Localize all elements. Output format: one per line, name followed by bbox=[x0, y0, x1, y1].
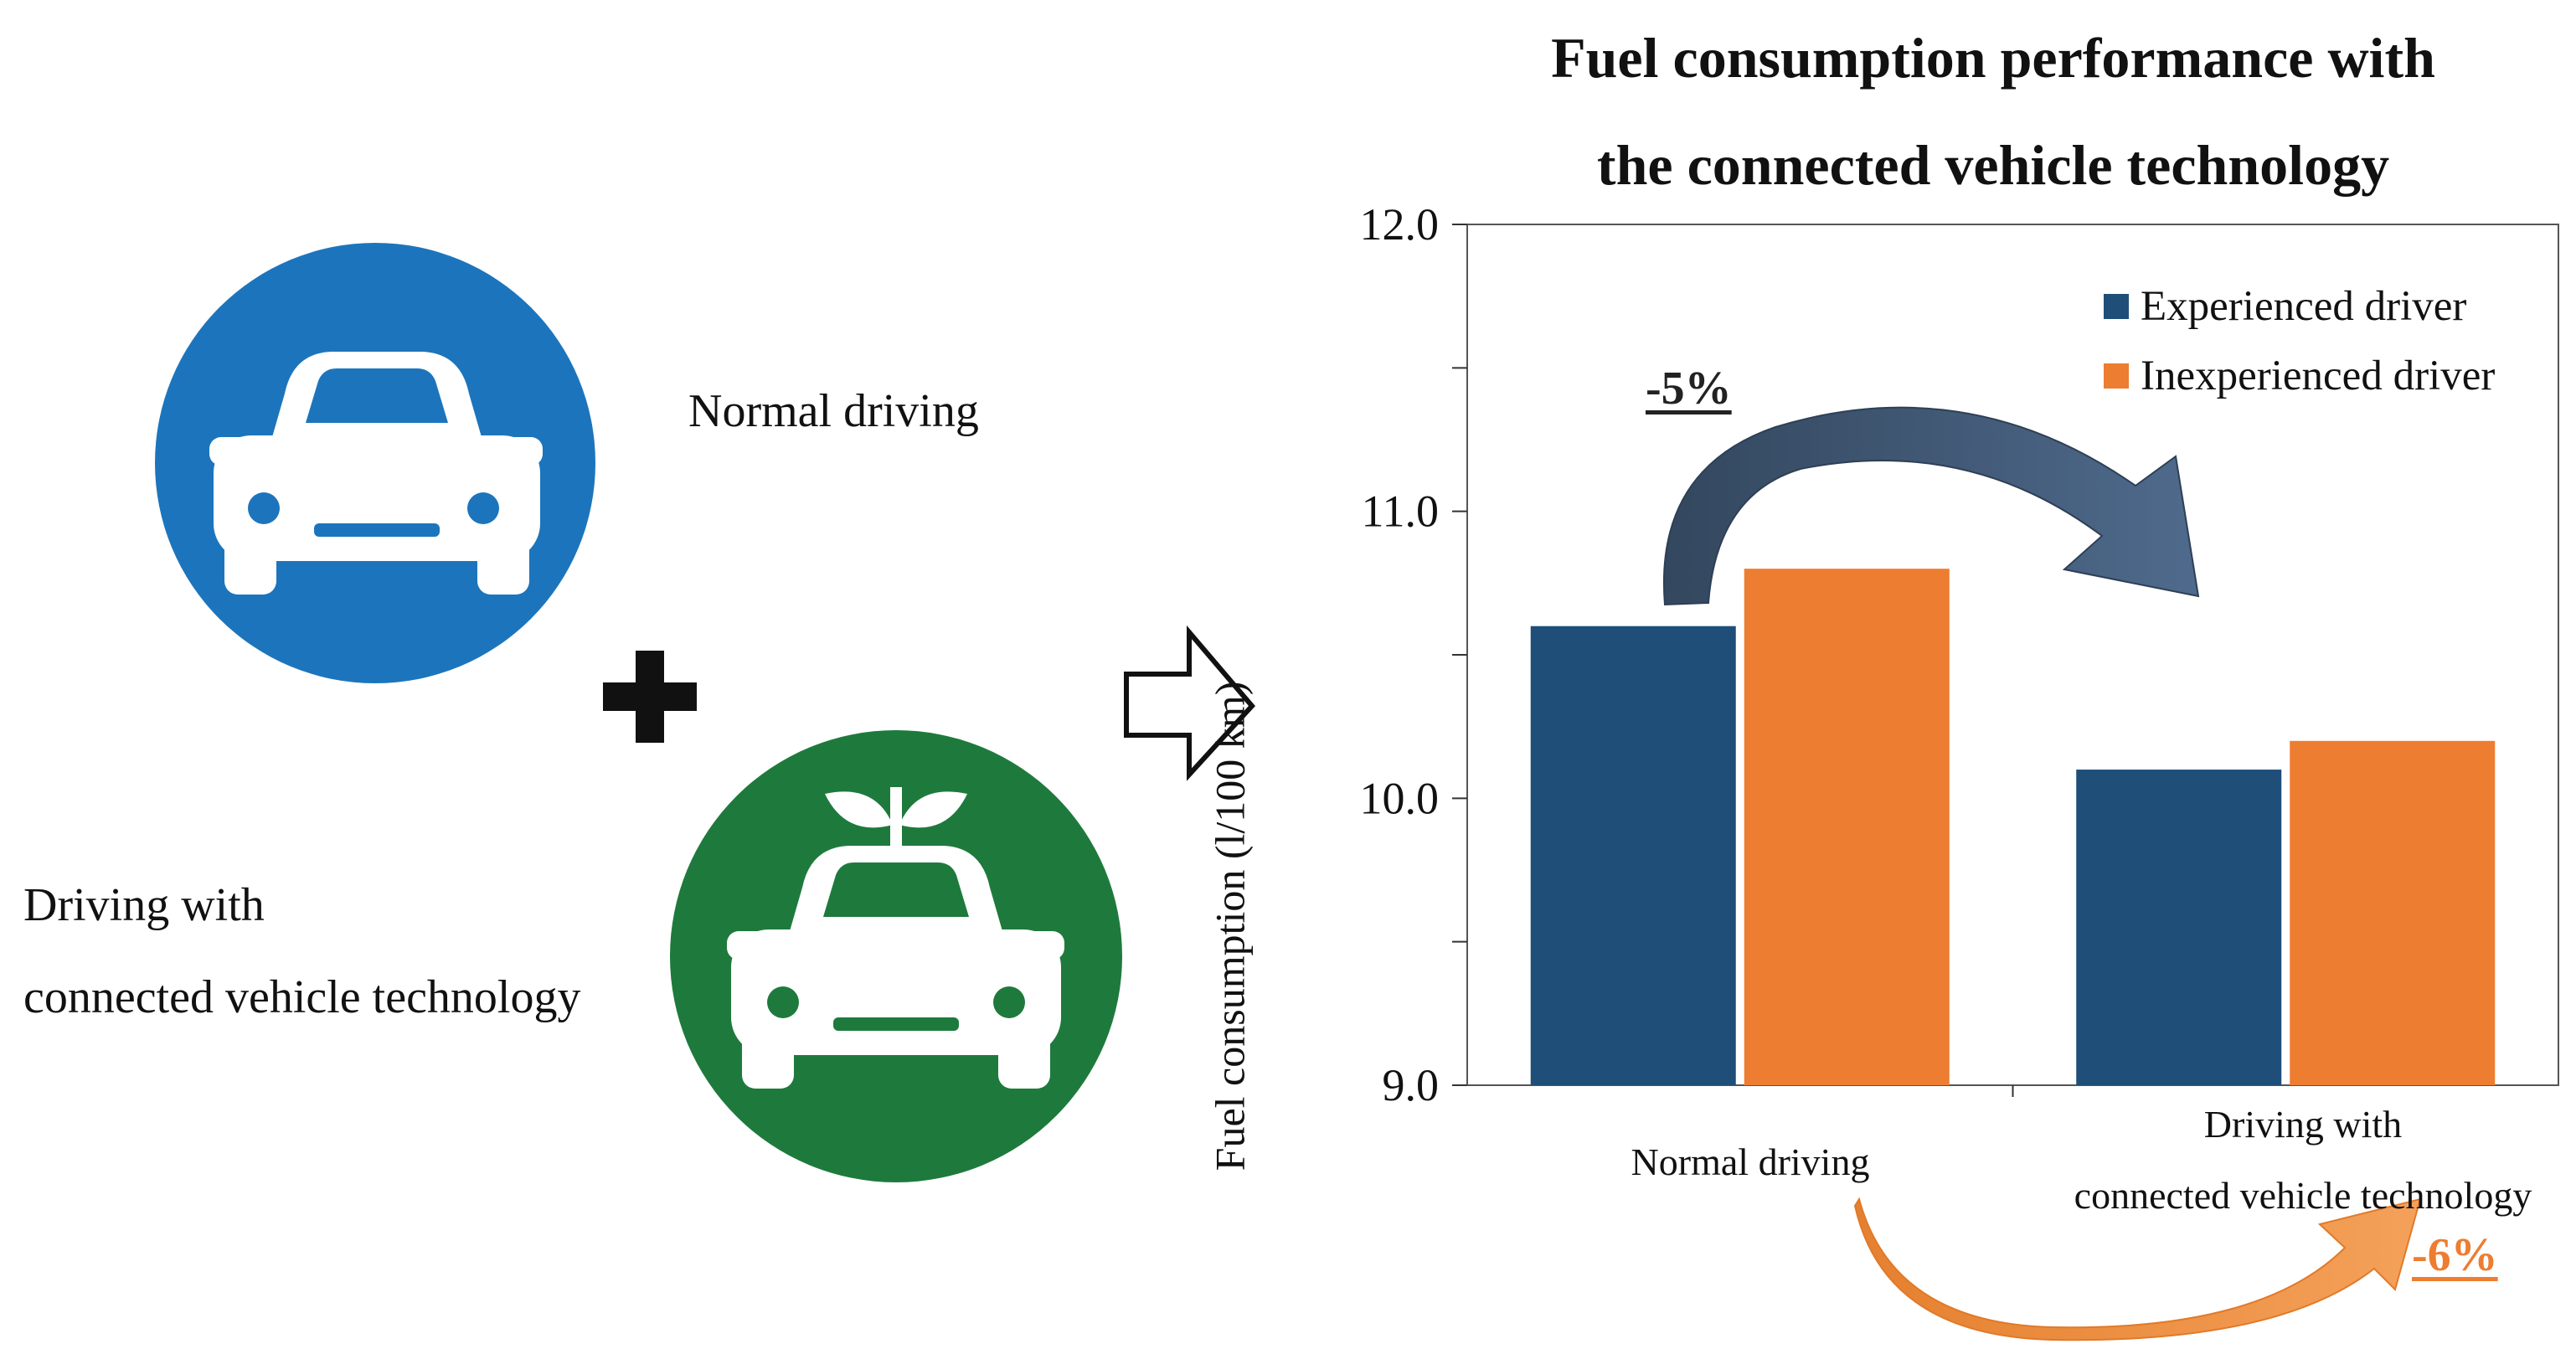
y-tick-label: 11.0 bbox=[1362, 487, 1440, 537]
legend-entry-inexperienced: Inexperienced driver bbox=[2104, 352, 2495, 400]
chart-title-line1: Fuel consumption performance with bbox=[1551, 26, 2435, 90]
normal-car-icon bbox=[155, 243, 595, 683]
bar-experienced-0 bbox=[1530, 626, 1736, 1085]
annotation-minus-5: -5% bbox=[1646, 363, 1732, 414]
legend-label-inexperienced: Inexperienced driver bbox=[2141, 353, 2496, 399]
connected-caption-line1: Driving with bbox=[23, 879, 265, 931]
legend-label-experienced: Experienced driver bbox=[2141, 283, 2467, 330]
connected-caption-line2: connected vehicle technology bbox=[23, 971, 581, 1023]
x-category-connected-line2: connected vehicle technology bbox=[2074, 1174, 2532, 1218]
y-tick-label: 9.0 bbox=[1383, 1060, 1440, 1110]
x-category-connected: Driving with connected vehicle technolog… bbox=[2002, 1089, 2576, 1231]
x-category-normal-label: Normal driving bbox=[1631, 1140, 1870, 1183]
x-category-connected-line1: Driving with bbox=[2203, 1103, 2403, 1146]
legend-entry-experienced: Experienced driver bbox=[2104, 282, 2466, 331]
chart-title-line2: the connected vehicle technology bbox=[1596, 133, 2390, 197]
bar-experienced-1 bbox=[2076, 770, 2282, 1085]
decrease-arrow-inexperienced bbox=[1853, 1197, 2422, 1341]
y-tick-label: 12.0 bbox=[1360, 199, 1440, 250]
decrease-arrow-experienced bbox=[1663, 406, 2200, 606]
left-illustration bbox=[155, 243, 1256, 1182]
eco-car-icon bbox=[670, 730, 1122, 1182]
plus-icon bbox=[603, 651, 697, 743]
bar-inexperienced-0 bbox=[1744, 569, 1950, 1085]
x-category-normal: Normal driving bbox=[1574, 1126, 1926, 1197]
annotation-minus-6: -6% bbox=[2412, 1229, 2498, 1281]
bar-inexperienced-1 bbox=[2290, 740, 2496, 1085]
y-axis-label: Fuel consumption (l/100 km) bbox=[1205, 681, 1253, 1171]
legend-swatch-inexperienced bbox=[2104, 363, 2129, 389]
hollow-arrow-right-icon bbox=[1124, 625, 1256, 781]
legend-swatch-experienced bbox=[2104, 294, 2129, 319]
normal-driving-caption: Normal driving bbox=[688, 385, 979, 437]
y-tick-label: 10.0 bbox=[1360, 773, 1440, 823]
